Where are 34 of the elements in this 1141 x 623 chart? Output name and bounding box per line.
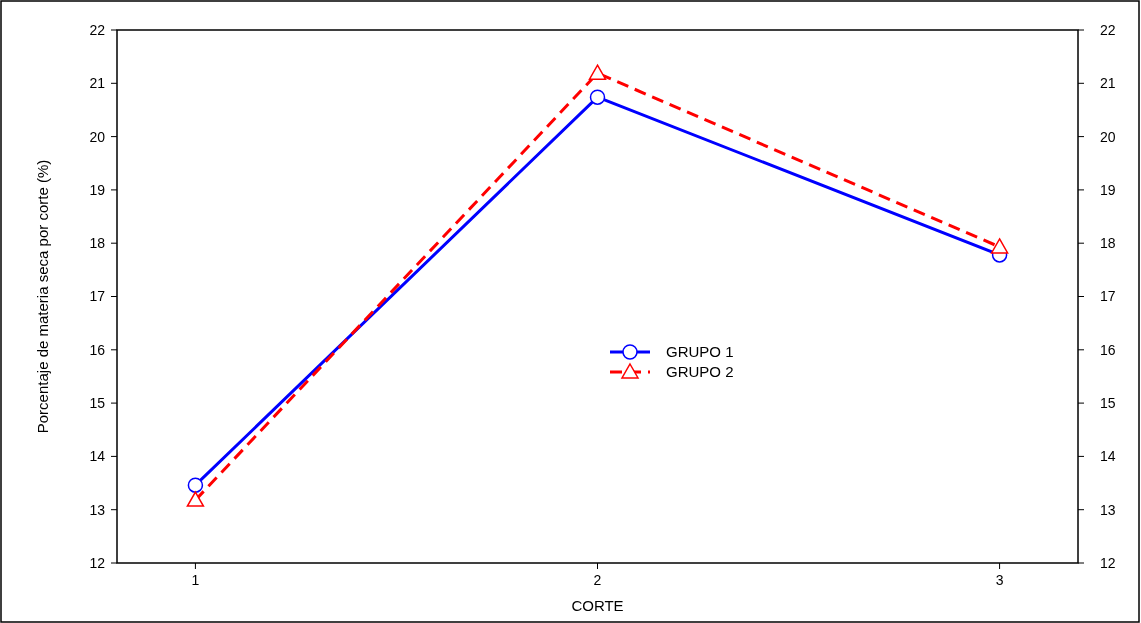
y-axis-title: Porcentaje de materia seca por corte (%) [34, 159, 51, 434]
x-tick-label: 1 [191, 572, 200, 588]
legend-label: GRUPO 1 [666, 343, 734, 361]
point [589, 89, 606, 105]
legend-label: GRUPO 2 [666, 363, 734, 381]
y-tick-label: 20 [89, 128, 106, 145]
y2-tick-label: 22 [1100, 21, 1116, 38]
y-tick-label: 14 [89, 448, 106, 465]
y-tick-label: 17 [89, 288, 106, 305]
y2-tick-label: 20 [1100, 128, 1116, 145]
y-tick-label: 12 [89, 554, 106, 571]
y2-tick-label: 21 [1100, 75, 1116, 92]
y2-tick-label: 14 [1100, 448, 1116, 465]
point [186, 491, 205, 507]
point [990, 238, 1009, 254]
y-tick-label: 13 [89, 501, 106, 518]
y2-tick-label: 17 [1100, 288, 1116, 305]
y2-tick-label: 18 [1100, 235, 1116, 252]
point [187, 477, 204, 493]
y2-tick-label: 16 [1100, 341, 1116, 358]
y2-tick-label: 12 [1100, 554, 1116, 571]
y2-tick-label: 15 [1100, 395, 1116, 411]
y-tick-label: 22 [89, 21, 106, 38]
point [588, 64, 607, 80]
y-tick-label: 19 [89, 181, 106, 198]
y-tick-label: 18 [89, 235, 106, 252]
x-axis-title: CORTE [571, 597, 624, 614]
y-tick-label: 16 [89, 341, 106, 358]
y2-tick-label: 13 [1100, 501, 1116, 518]
y2-tick-label: 19 [1100, 181, 1116, 198]
x-tick-label: 3 [995, 572, 1004, 588]
x-tick-label: 2 [593, 572, 602, 588]
y-tick-label: 15 [89, 395, 106, 411]
y-tick-label: 21 [89, 75, 106, 92]
